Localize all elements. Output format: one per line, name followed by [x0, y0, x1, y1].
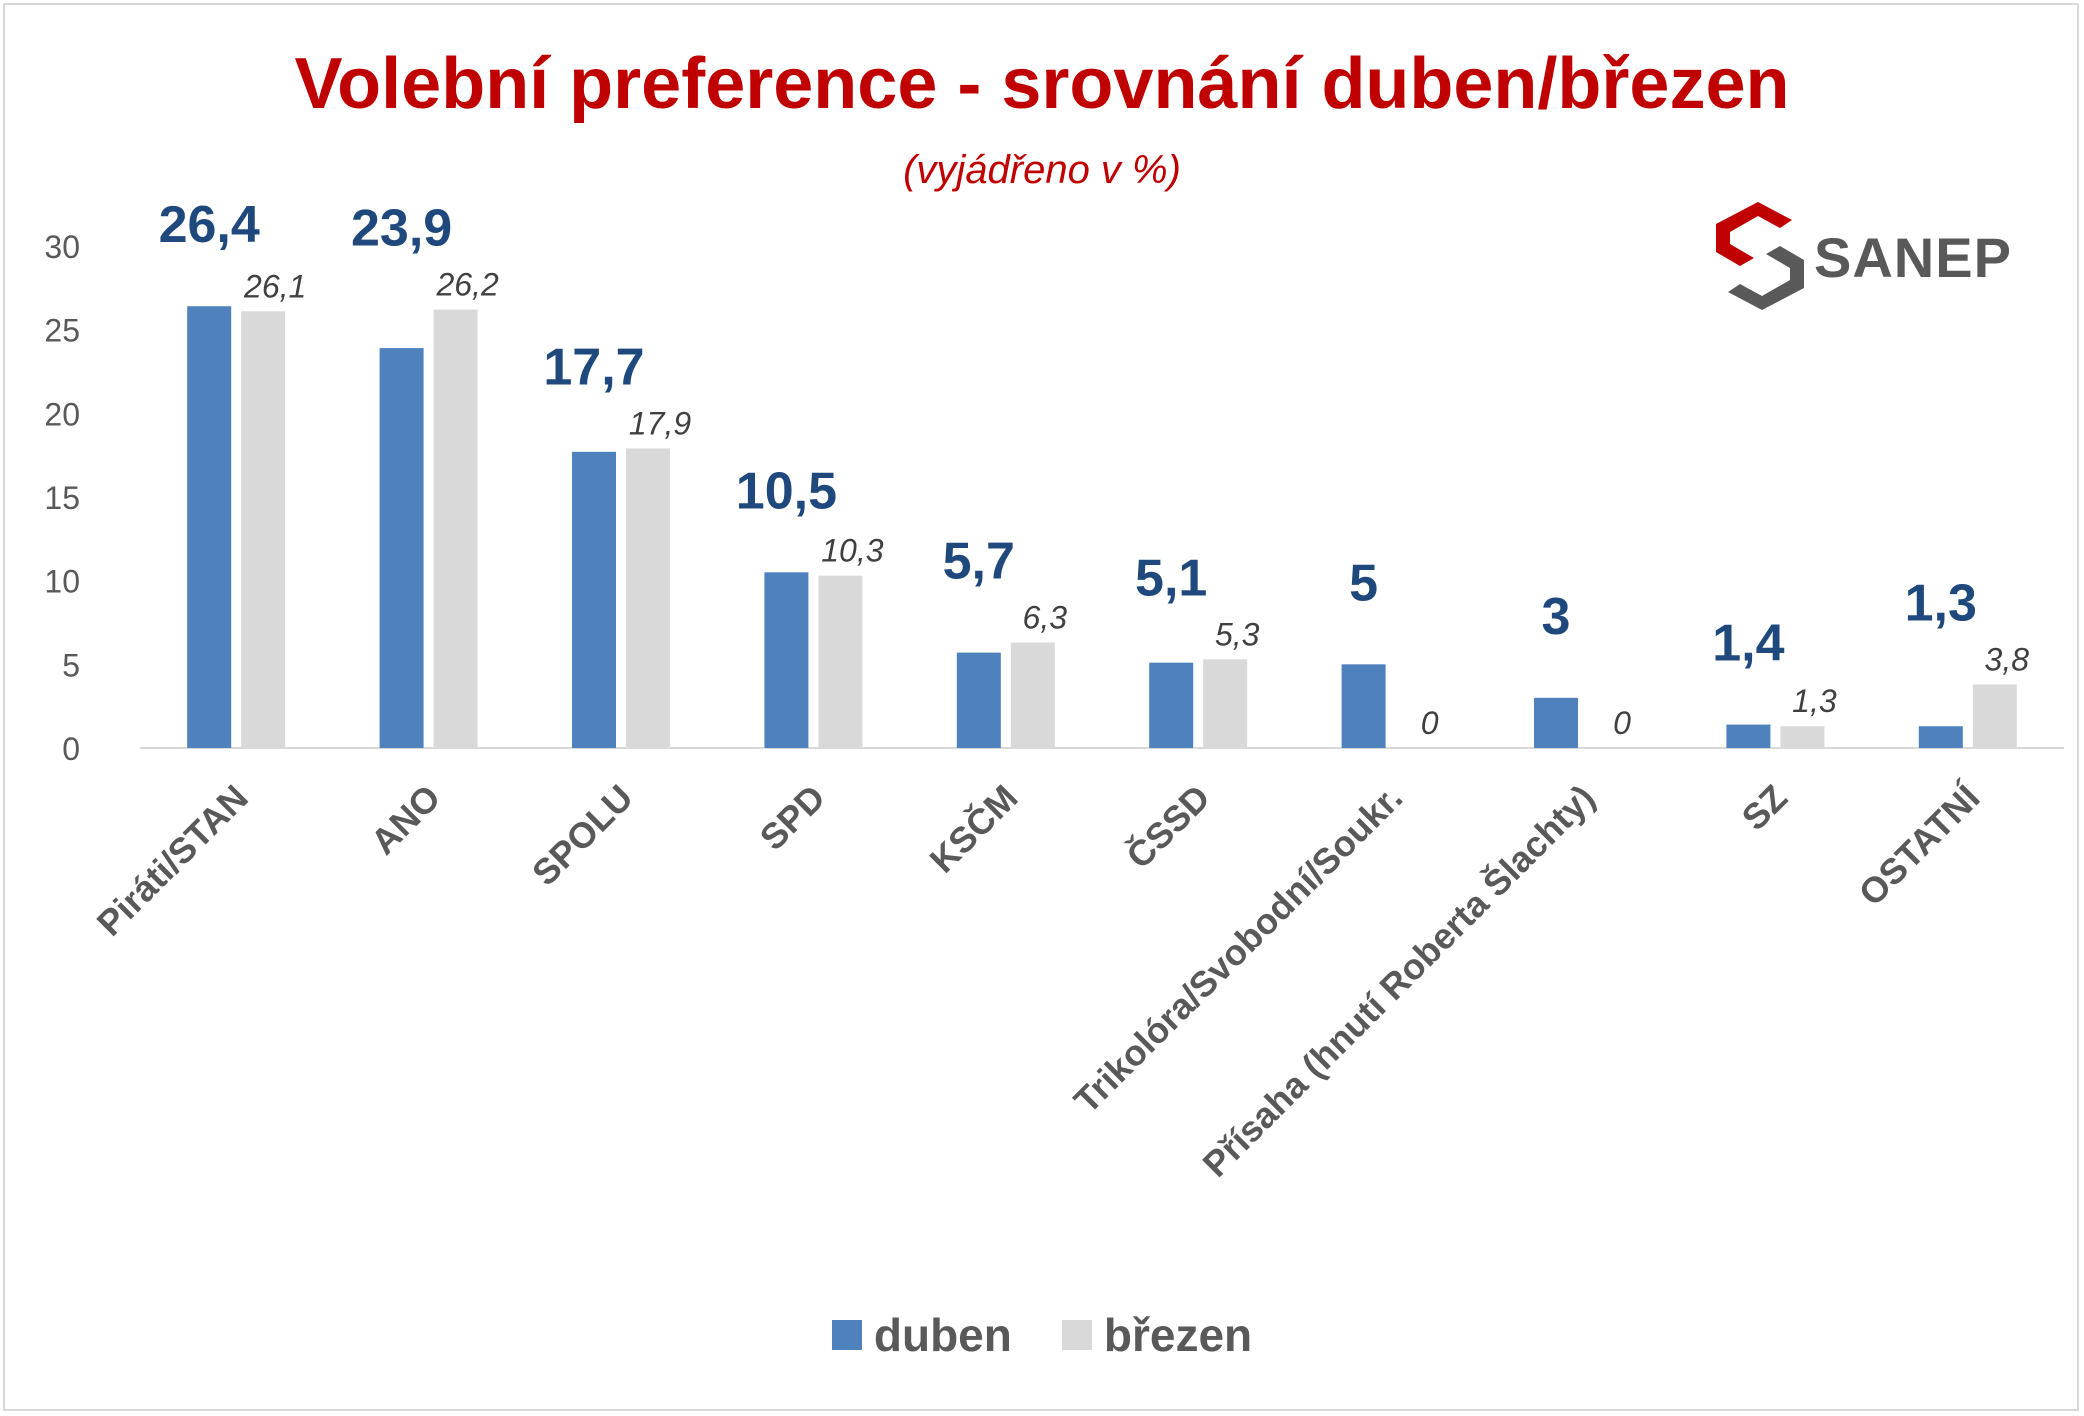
category-label: Trikolóra/Svobodní/Soukr.	[1066, 777, 1410, 1121]
y-tick-label: 25	[44, 313, 80, 349]
data-label-brezen: 0	[1421, 705, 1439, 741]
logo-text: SANEP	[1814, 226, 2012, 289]
bar-brezen	[818, 575, 863, 748]
legend-label-brezen: březen	[1103, 1309, 1253, 1361]
bar-brezen	[1972, 684, 2017, 748]
category-label: Piráti/STAN	[89, 777, 256, 944]
bar-brezen	[626, 448, 670, 748]
data-label-brezen: 10,3	[821, 533, 883, 569]
bar-duben	[1341, 664, 1386, 748]
data-label-brezen: 6,3	[1023, 600, 1068, 636]
data-label-brezen: 0	[1613, 705, 1631, 741]
bar-duben	[764, 572, 809, 748]
bar-duben	[572, 451, 616, 748]
data-label-brezen: 17,9	[629, 405, 691, 441]
legend-label-duben: duben	[873, 1309, 1012, 1361]
category-label: OSTATNÍ	[1851, 776, 1989, 914]
data-label-duben: 10,5	[736, 462, 837, 520]
sanep-logo: SANEP	[1710, 200, 2030, 312]
data-label-duben: 26,4	[159, 196, 260, 254]
bar-brezen	[241, 311, 286, 748]
bar-duben	[1534, 697, 1578, 748]
y-tick-label: 5	[62, 647, 80, 683]
category-label: ANO	[363, 777, 449, 863]
data-label-brezen: 3,8	[1985, 641, 2030, 677]
data-label-brezen: 26,2	[435, 267, 498, 303]
category-label: SZ	[1734, 777, 1796, 839]
bar-duben	[187, 306, 232, 748]
legend-swatch-brezen	[1061, 1320, 1092, 1350]
legend-item-brezen: březen	[1061, 1309, 1253, 1361]
category-label: SPOLU	[524, 777, 641, 894]
y-tick-label: 30	[44, 229, 80, 265]
sanep-logo-icon	[1716, 202, 1804, 310]
category-label: ČSSD	[1117, 776, 1217, 876]
y-tick-label: 0	[62, 731, 80, 767]
bar-brezen	[1780, 726, 1825, 748]
data-label-duben: 23,9	[351, 200, 452, 258]
data-label-duben: 5	[1349, 554, 1378, 612]
legend: duben březen	[0, 1312, 2084, 1358]
y-tick-label: 10	[44, 564, 80, 600]
bar-brezen	[1203, 659, 1248, 748]
data-label-brezen: 26,1	[243, 268, 306, 304]
data-label-duben: 1,4	[1712, 615, 1784, 673]
bar-duben	[1149, 662, 1194, 748]
data-label-brezen: 5,3	[1215, 616, 1260, 652]
data-label-duben: 3	[1542, 588, 1571, 646]
data-label-brezen: 1,3	[1792, 683, 1837, 719]
data-label-duben: 5,7	[943, 533, 1015, 591]
bar-brezen	[1010, 642, 1055, 748]
bar-duben	[379, 348, 424, 748]
y-tick-label: 15	[44, 480, 80, 516]
y-tick-label: 20	[44, 396, 80, 432]
data-label-duben: 17,7	[543, 338, 644, 396]
category-label: SPD	[752, 777, 833, 858]
bar-duben	[1918, 726, 1963, 748]
bar-duben	[1726, 724, 1771, 748]
legend-swatch-duben	[831, 1320, 862, 1350]
data-label-duben: 5,1	[1135, 549, 1207, 607]
data-label-duben: 1,3	[1905, 574, 1977, 632]
category-label: KSČM	[921, 776, 1026, 881]
bar-brezen	[433, 309, 478, 748]
category-label: Přísaha (hnutí Roberta Šlachty)	[1194, 776, 1603, 1185]
chart-title: Volební preference - srovnání duben/břez…	[294, 44, 1790, 124]
legend-item-duben: duben	[831, 1309, 1012, 1361]
bar-duben	[956, 652, 1001, 748]
chart-subtitle: (vyjádřeno v %)	[903, 148, 1181, 192]
